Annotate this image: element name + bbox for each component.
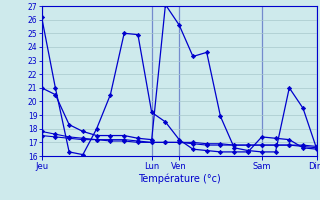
- X-axis label: Température (°c): Température (°c): [138, 173, 220, 184]
